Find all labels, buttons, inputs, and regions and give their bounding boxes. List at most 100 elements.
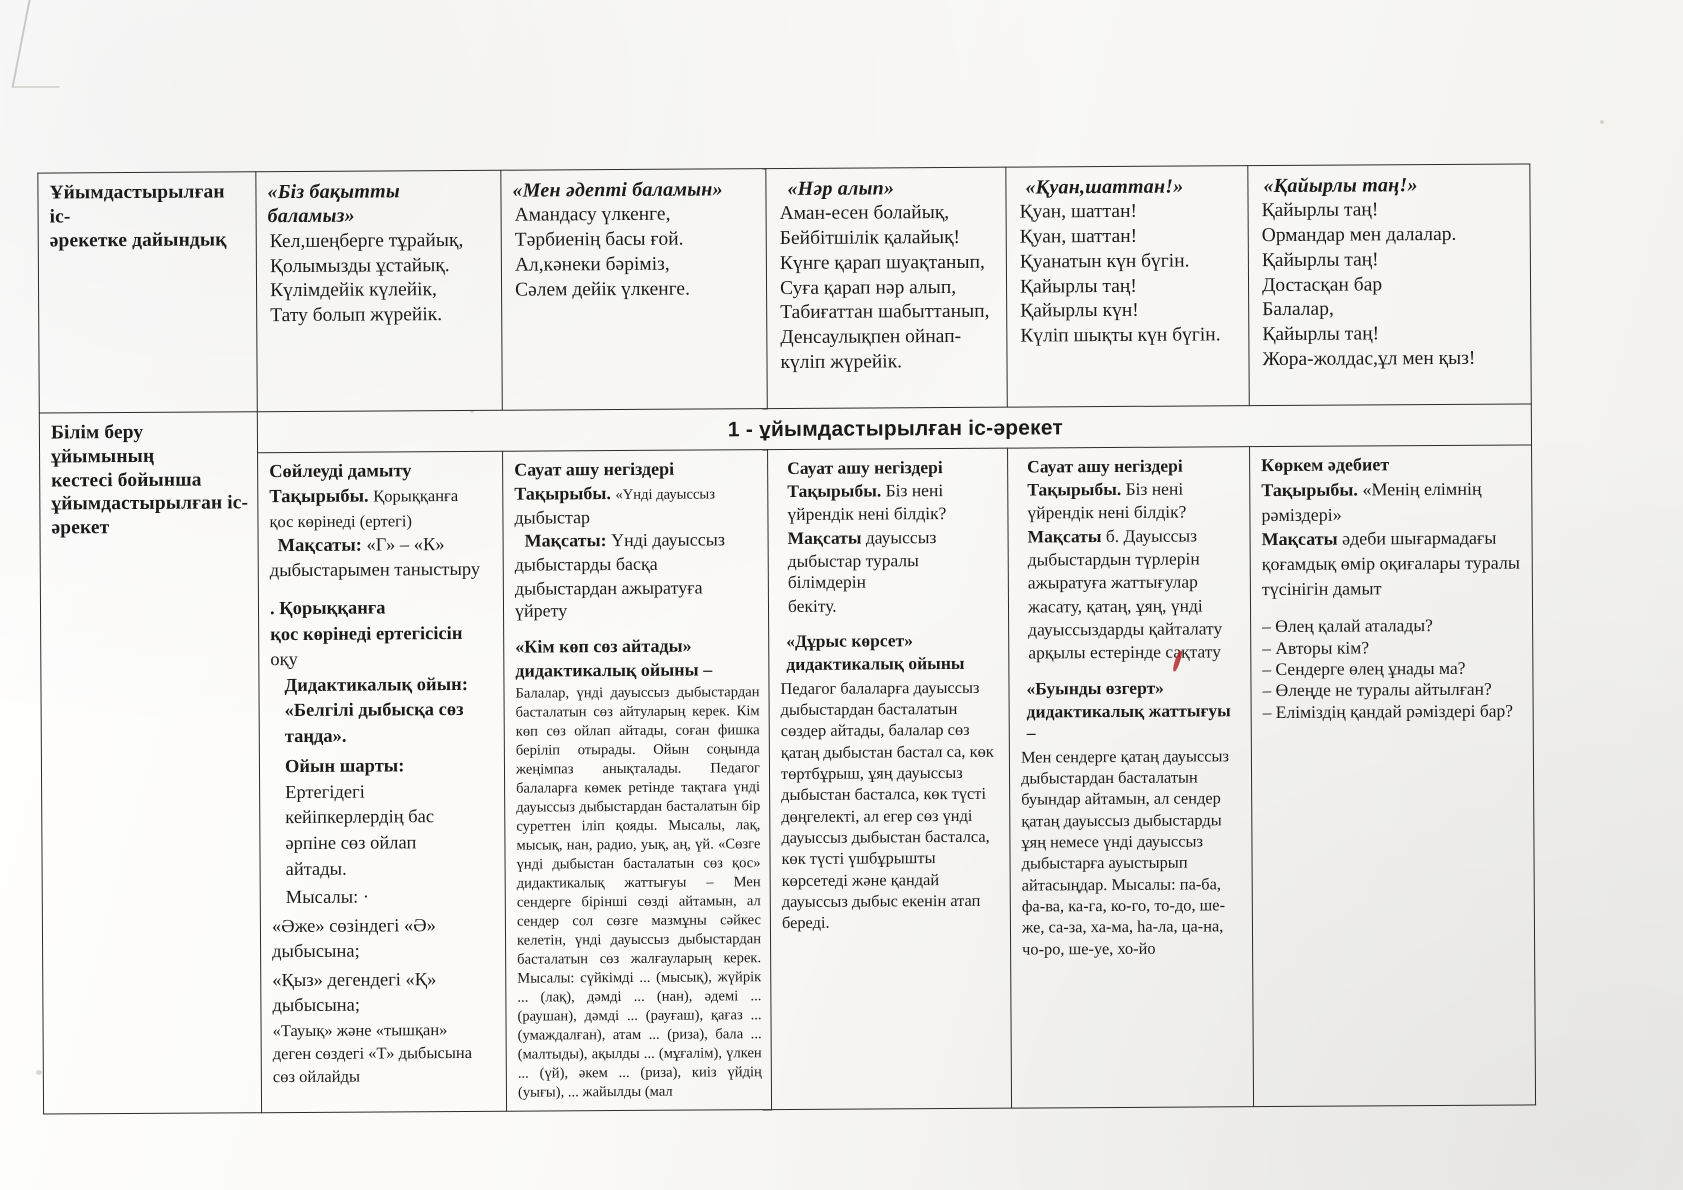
activity-game-title: «Кім көп сөз айтады»: [515, 635, 692, 657]
activity-subject: Сауат ашу негіздері: [787, 456, 943, 478]
poem-line: Табиғаттан шабыттанып,: [780, 301, 990, 324]
page-corner-fold: [11, 0, 77, 88]
row-label-line-1: Ұйымдастырылған іс-: [49, 181, 225, 228]
row-label-line-2: кестесі бойынша: [51, 469, 202, 492]
poem-lines: Кел,шеңберге тұрайық, Қолымызды ұстайық.…: [270, 229, 493, 329]
poem-line: Қуан, шаттан!: [1019, 225, 1138, 248]
poem-line: Амандасу үлкенге,: [514, 204, 671, 227]
activity-block-line: Ойын шарты:: [284, 756, 405, 778]
activity-topic-text-2: үйрендік нені білдік?: [787, 503, 947, 525]
poem-line: күліп жүрейік.: [780, 351, 903, 373]
activity-aim-text-2: дыбыстарды басқа: [514, 554, 658, 576]
poem-line: Қайырлы таң!: [1261, 249, 1379, 271]
activity-topic-text-2: дыбыстар: [514, 506, 591, 528]
table-row-activities: Сөйлеуді дамыту Тақырыбы. Қорыққанға қос…: [40, 444, 1536, 1114]
activity-topic-label: Тақырыбы.: [514, 482, 611, 504]
activity-block-line: сөз ойлайды: [272, 1066, 361, 1087]
activity-game-subtitle: дидактикалық ойыны: [786, 653, 965, 675]
poem-cell-5: «Қайырлы таң!» Қайырлы таң! Ормандар мен…: [1247, 163, 1532, 406]
lesson-plan-table-sheet: Ұйымдастырылған іс- әрекетке дайындық «Б…: [37, 163, 1536, 1114]
activity-topic-label: Тақырыбы.: [1261, 479, 1358, 500]
activity-block-line: әрпіне сөз ойлап: [285, 833, 417, 855]
activity-aim-label: Мақсаты: [787, 527, 862, 548]
activity-aim-text-6: арқылы естерінде сақтату: [1028, 641, 1221, 663]
poem-line: Суға қарап нәр алып,: [779, 276, 957, 299]
paper-speck: [1600, 120, 1604, 124]
activity-question: – Авторы кім?: [1262, 637, 1370, 658]
activity-topic-label: Тақырыбы.: [787, 480, 882, 501]
poem-title: «Нәр алып»: [787, 177, 895, 200]
poem-line: Ал,кәнеки бәріміз,: [514, 253, 670, 276]
activity-subject: Сөйлеуді дамыту: [269, 460, 412, 482]
activity-topic-label: Тақырыбы.: [1027, 478, 1122, 500]
poem-line: Күнге қарап шуақтанып,: [779, 251, 985, 274]
table-row-preparation: Ұйымдастырылған іс- әрекетке дайындық «Б…: [37, 163, 1532, 414]
activity-topic-text-2: рәміздері»: [1261, 504, 1342, 525]
activity-block-line: деген сөздегі «Т» дыбысына: [272, 1043, 473, 1064]
activity-body-text: Мен сендерге қатаң дауыссыз дыбыстардан …: [1020, 746, 1230, 959]
activity-cell-literacy-2: Сауат ашу негіздері Тақырыбы. Біз нені ү…: [767, 447, 1012, 1110]
activity-body-text: Балалар, үнді дауыссыз дыбыстардан баста…: [515, 684, 762, 1101]
poem-line: Қайырлы күн!: [1020, 300, 1139, 322]
poem-lines: Аман-есен болайық, Бейбітшілік қалайық! …: [780, 201, 998, 376]
activity-aim-text-2: дыбыстардын түрлерін: [1027, 548, 1200, 570]
activity-subject: Сауат ашу негіздері: [514, 458, 675, 480]
poem-cell-2: «Мен әдепті баламын» Амандасу үлкенге, Т…: [500, 168, 768, 411]
activity-block-line: айтады.: [285, 859, 347, 880]
poem-lines: Қайырлы таң! Ормандар мен далалар. Қайыр…: [1262, 198, 1522, 373]
activity-aim-text-2: қоғамдық өмір оқиғалары туралы: [1261, 552, 1521, 575]
activity-aim-text: «Г» – «К»: [366, 534, 445, 556]
activity-aim-text: дауыссыз: [865, 526, 937, 548]
activity-topic-text: Біз нені: [1125, 478, 1184, 499]
activity-aim-text-2: дыбыстарымен таныстыру: [269, 560, 481, 582]
activity-block-line: «Белгілі дыбысқа сөз: [284, 700, 464, 722]
row-label-line-2: әрекетке дайындық: [49, 228, 227, 252]
activity-question: – Өлең қалай аталады?: [1262, 615, 1433, 637]
poem-line: Қайырлы таң!: [1019, 275, 1137, 298]
activity-topic-text: «Менің елімнің: [1362, 478, 1482, 500]
activity-block-line: қос көрінеді ертегісісін: [270, 623, 463, 645]
activity-block-line: «Әже» сөзіндегі «Ә»: [271, 915, 436, 937]
poem-lines: Амандасу үлкенге, Тәрбиенің басы ғой. Ал…: [515, 203, 758, 303]
poem-title: «Қайырлы таң!»: [1263, 174, 1418, 198]
activity-aim-text-3: ажыратуға жаттығулар: [1027, 571, 1198, 593]
activity-cell-literacy-3: Сауат ашу негіздері Тақырыбы. Біз нені ү…: [1007, 446, 1254, 1108]
activity-aim-text-4: жасату, қатаң, ұяң, үнді: [1027, 595, 1203, 617]
activity-aim-text-3: бекіту.: [787, 595, 837, 616]
activity-question: – Еліміздің қандай рәміздері бар?: [1262, 700, 1514, 722]
poem-line: Кел,шеңберге тұрайық,: [269, 229, 464, 252]
poem-line: Аман-есен болайық,: [779, 202, 950, 225]
activity-topic-text-2: қос көрінеді (ертегі): [269, 511, 413, 531]
activity-block-line: . Қорыққанға: [269, 598, 386, 620]
poem-line: Қайырлы таң!: [1261, 199, 1379, 222]
poem-line: Бейбітшілік қалайық!: [779, 227, 961, 250]
activity-block-line: дыбысына;: [272, 941, 360, 963]
activity-aim-text-3: түсінігін дамыт: [1261, 578, 1382, 600]
poem-line: Достасқан бар: [1261, 273, 1383, 296]
lesson-plan-table: Ұйымдастырылған іс- әрекетке дайындық «Б…: [37, 163, 1536, 1114]
activity-aim-text-5: дауыссыздарды қайталату: [1028, 618, 1223, 640]
activity-block-line: оқу: [270, 650, 298, 671]
poem-title: «Мен әдепті баламын»: [512, 178, 723, 202]
poem-line: Қуанатын күн бүгін.: [1019, 250, 1190, 273]
poem-line: Күлімдейік күлейік,: [269, 279, 437, 302]
activity-aim-text-2: дыбыстар туралы білімдерін: [787, 550, 919, 593]
activity-block-line: Мысалы: ·: [285, 887, 370, 909]
activity-subject: Көркем әдебиет: [1261, 453, 1390, 475]
poem-cell-3: «Нәр алып» Аман-есен болайық, Бейбітшілі…: [765, 167, 1008, 409]
activity-game-subtitle: дидактикалық жаттығуы –: [1026, 700, 1231, 743]
poem-line: Жора-жолдас,ұл мен қыз!: [1262, 347, 1476, 370]
activity-question: – Өлеңде не туралы айтылған?: [1262, 679, 1492, 701]
poem-line: Қуан, шаттан!: [1019, 201, 1138, 223]
activity-body-text: Педагог балаларға дауыссыз дыбыстардан б…: [780, 677, 994, 933]
row-label-schedule-activity: Білім беру ұйымының кестесі бойынша ұйым…: [39, 411, 262, 1114]
poem-line: Балалар,: [1262, 299, 1334, 321]
activity-aim-text: әдеби шығармадағы: [1342, 528, 1497, 550]
poem-line: Қолымызды ұстайық.: [269, 254, 450, 277]
activity-cell-literature: Көркем әдебиет Тақырыбы. «Менің елімнің …: [1249, 444, 1536, 1107]
poem-lines: Қуан, шаттан! Қуан, шаттан! Қуанатын күн…: [1020, 200, 1240, 350]
activity-aim-label: Мақсаты: [1261, 529, 1338, 550]
poem-line: Денсаулықпен ойнап-: [780, 326, 962, 349]
activity-subject: Сауат ашу негіздері: [1027, 455, 1183, 477]
poem-line: Күліп шықты күн бүгін.: [1020, 324, 1221, 347]
